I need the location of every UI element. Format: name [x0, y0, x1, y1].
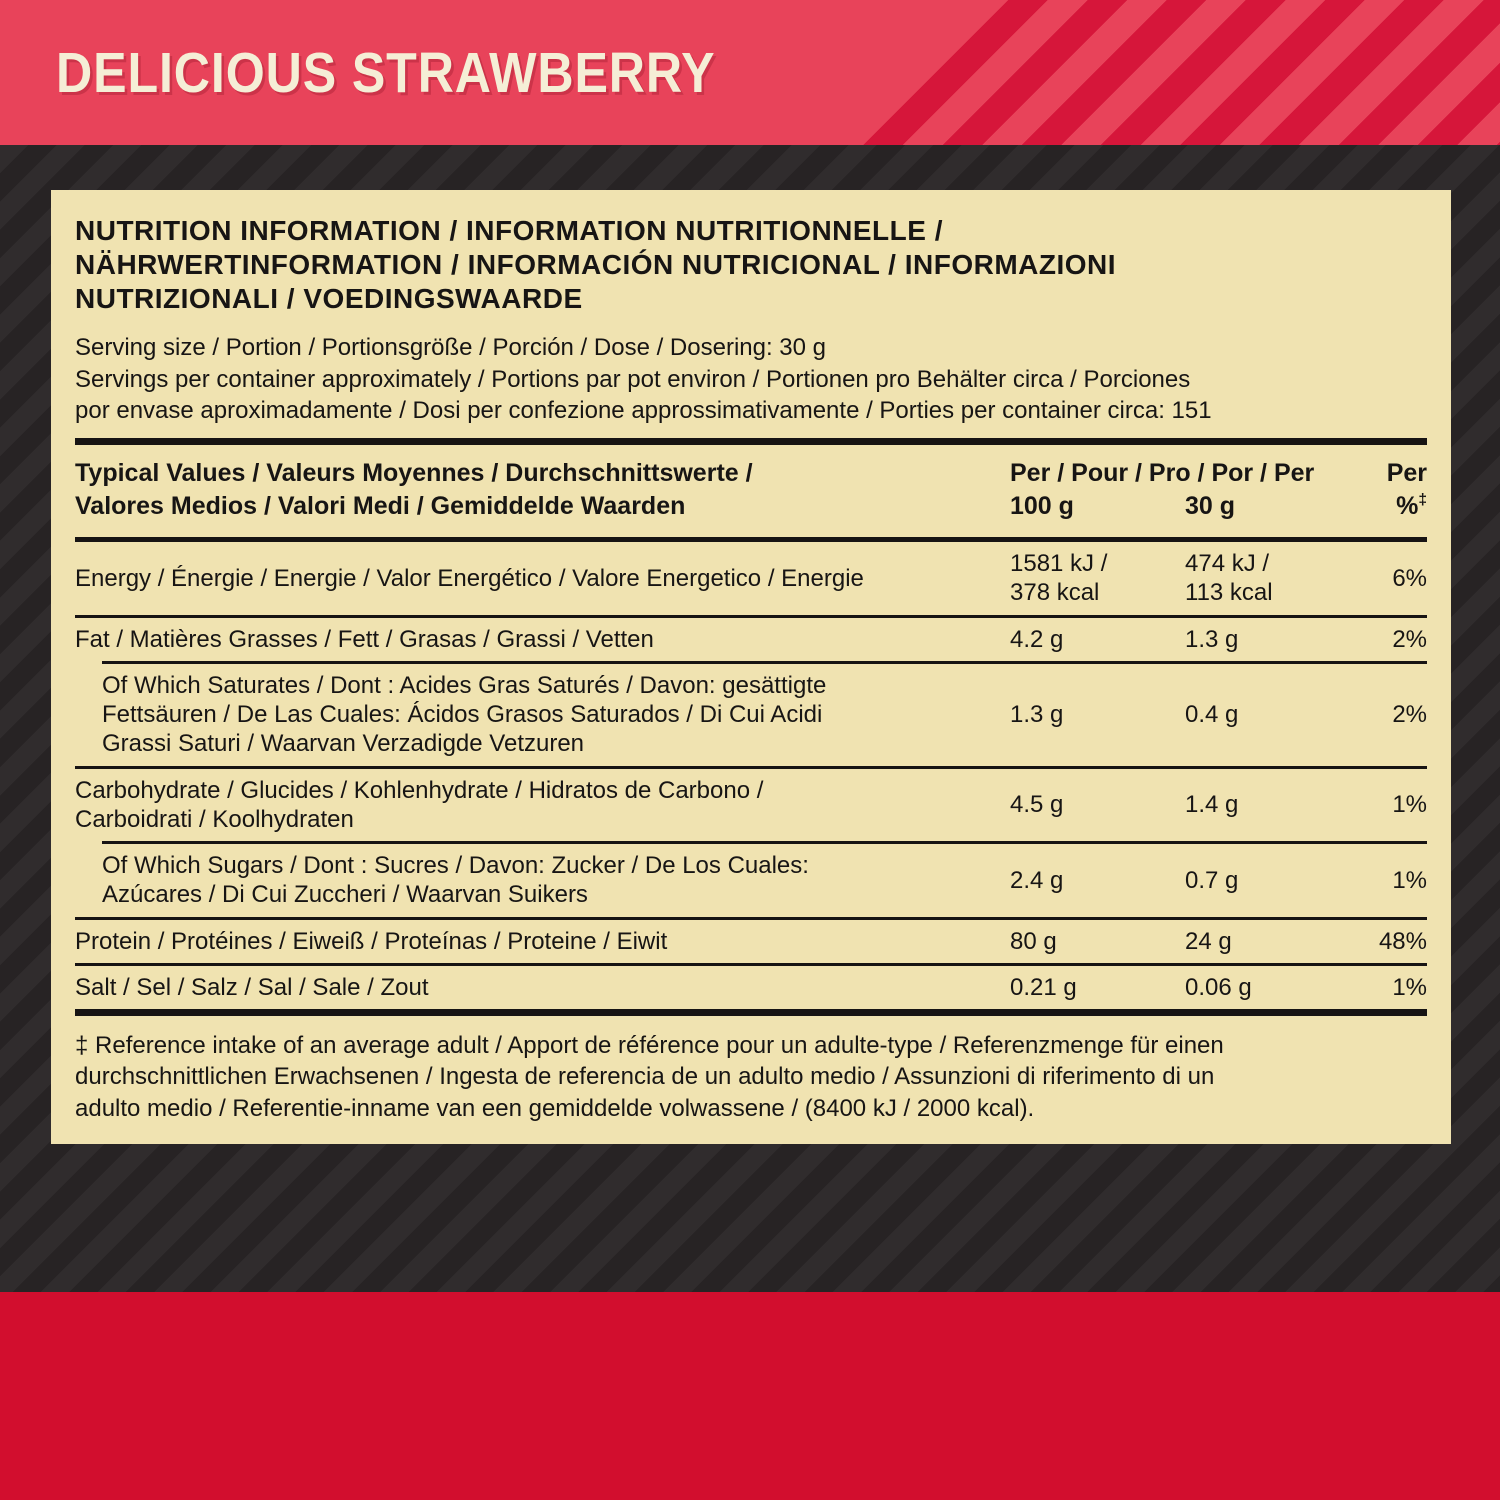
row-value-100g: 1.3 g: [1010, 701, 1064, 729]
per-header-last: Per: [1386, 459, 1427, 488]
row-value-percent: 1%: [1392, 866, 1427, 894]
row-value-30g: 0.7 g: [1185, 866, 1239, 894]
row-label: Protein / Protéines / Eiweiß / Proteínas…: [75, 927, 668, 955]
table-top-rule: [75, 438, 1427, 446]
row-label: Energy / Énergie / Energie / Valor Energ…: [75, 564, 864, 592]
table-row-carbohydrate: Carbohydrate / Glucides / Kohlenhydrate …: [75, 769, 1427, 842]
row-value-30g: 0.06 g: [1185, 973, 1252, 1001]
row-value-percent: 2%: [1392, 625, 1427, 653]
table-row-energy: Energy / Énergie / Energie / Valor Energ…: [75, 542, 1427, 615]
row-divider-indented: [102, 841, 1427, 845]
striped-background: NUTRITION INFORMATION / INFORMATION NUTR…: [0, 145, 1500, 1292]
table-row-salt: Salt / Sel / Salz / Sal / Sale / Zout 0.…: [75, 966, 1427, 1009]
panel-heading: NUTRITION INFORMATION / INFORMATION NUTR…: [75, 214, 1427, 316]
row-divider-indented: [102, 660, 1427, 664]
nutrition-panel: NUTRITION INFORMATION / INFORMATION NUTR…: [51, 190, 1451, 1144]
row-divider: [75, 962, 1427, 966]
row-value-30g: 474 kJ / 113 kcal: [1185, 550, 1273, 607]
row-value-percent: 1%: [1392, 973, 1427, 1001]
row-value-30g: 24 g: [1185, 927, 1232, 955]
reference-intake-footnote: ‡ Reference intake of an average adult /…: [75, 1032, 1224, 1122]
per-columns-header: Per / Pour / Pro / Por / Per Per 100 g 3…: [1010, 457, 1427, 523]
row-value-100g: 2.4 g: [1010, 866, 1064, 894]
col-100g-header: 100 g: [1010, 492, 1074, 521]
row-divider: [75, 614, 1427, 618]
panel-heading-line-2: NÄHRWERTINFORMATION / INFORMACIÓN NUTRIC…: [75, 249, 1117, 281]
double-dagger-mark: ‡: [1418, 491, 1427, 509]
servings-per-container-text: Servings per container approximately / P…: [75, 365, 1212, 424]
col-percent-header: %‡: [1345, 490, 1427, 523]
row-value-100g: 0.21 g: [1010, 973, 1077, 1001]
typical-values-header: Typical Values / Valeurs Moyennes / Durc…: [75, 459, 753, 521]
row-value-percent: 6%: [1392, 564, 1427, 592]
header-bottom-rule: [75, 537, 1427, 543]
row-label: Carbohydrate / Glucides / Kohlenhydrate …: [75, 776, 764, 833]
diagonal-stripes-decoration: [850, 0, 1500, 145]
percent-sign: %: [1396, 492, 1419, 521]
per-header-text: Per / Pour / Pro / Por / Per: [1010, 459, 1315, 488]
row-label: Salt / Sel / Salz / Sal / Sale / Zout: [75, 973, 429, 1001]
table-bottom-rule: [75, 1009, 1427, 1017]
row-value-100g: 1581 kJ / 378 kcal: [1010, 550, 1108, 607]
serving-size-text: Serving size / Portion / Portionsgröße /…: [75, 334, 827, 362]
per-header-line: Per / Pour / Pro / Por / Per Per: [1010, 457, 1427, 490]
row-divider: [75, 916, 1427, 920]
row-label: Fat / Matières Grasses / Fett / Grasas /…: [75, 625, 654, 653]
flavor-banner: DELICIOUS STRAWBERRY: [0, 0, 1500, 145]
row-value-percent: 48%: [1378, 927, 1427, 955]
col-30g-header: 30 g: [1185, 492, 1236, 521]
table-header-row: Typical Values / Valeurs Moyennes / Durc…: [75, 445, 1427, 537]
flavor-title: DELICIOUS STRAWBERRY: [56, 40, 716, 105]
row-value-30g: 1.3 g: [1185, 625, 1239, 653]
table-row-saturates: Of Which Saturates / Dont : Acides Gras …: [75, 664, 1427, 766]
row-label: Of Which Saturates / Dont : Acides Gras …: [102, 671, 827, 758]
row-divider: [75, 765, 1427, 769]
row-value-100g: 80 g: [1010, 927, 1057, 955]
row-value-30g: 0.4 g: [1185, 701, 1239, 729]
row-value-100g: 4.2 g: [1010, 625, 1064, 653]
units-header-line: 100 g 30 g %‡: [1010, 490, 1427, 523]
row-value-percent: 2%: [1392, 701, 1427, 729]
panel-heading-line-3: NUTRIZIONALI / VOEDINGSWAARDE: [75, 283, 583, 315]
table-row-fat: Fat / Matières Grasses / Fett / Grasas /…: [75, 618, 1427, 661]
panel-heading-line-1: NUTRITION INFORMATION / INFORMATION NUTR…: [75, 215, 943, 246]
table-row-sugars: Of Which Sugars / Dont : Sucres / Davon:…: [75, 844, 1427, 917]
row-value-30g: 1.4 g: [1185, 791, 1239, 819]
row-label: Of Which Sugars / Dont : Sucres / Davon:…: [102, 852, 809, 909]
table-row-protein: Protein / Protéines / Eiweiß / Proteínas…: [75, 920, 1427, 963]
row-value-100g: 4.5 g: [1010, 791, 1064, 819]
row-value-percent: 1%: [1392, 791, 1427, 819]
footer-red-band: [0, 1292, 1500, 1500]
